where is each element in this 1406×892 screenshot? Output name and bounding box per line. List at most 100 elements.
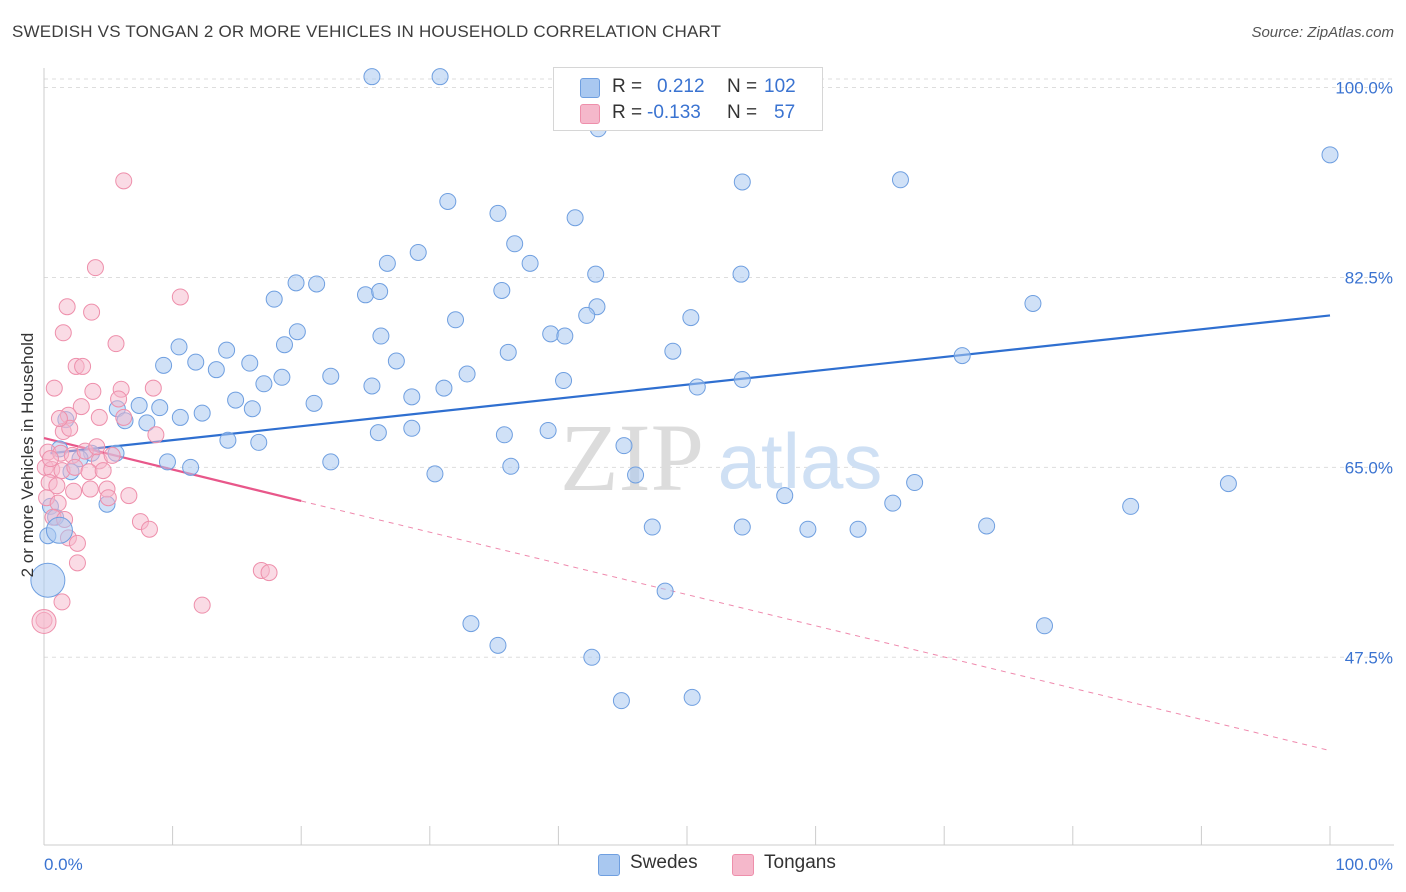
swede-point [583,648,601,666]
tongan-point [86,259,104,277]
y-tick-label: 82.5% [1345,268,1393,287]
source-credit: Source: ZipAtlas.com [1251,24,1394,41]
swede-point [255,375,273,393]
tongan-point [115,408,133,426]
watermark-atlas: atlas [718,417,883,505]
tongan-point [72,398,90,416]
swede-point [243,400,261,418]
swede-point [1122,497,1140,515]
swede-point [556,327,574,345]
tongan-point [260,564,278,582]
swede-point [566,209,584,227]
swede-point [182,458,200,476]
legend-row-swedes: R = 0.212 N = 102 [554,75,822,101]
swede-point [776,487,794,505]
swede-point [656,582,674,600]
swede-point [170,338,188,356]
swede-point [799,520,817,538]
tongan-point [107,335,125,353]
swede-point [207,361,225,379]
data-points [30,68,1339,710]
swede-point [489,204,507,222]
tongan-point [41,450,59,468]
tongan-point [193,596,211,614]
swede-point [682,309,700,327]
legend-row-tongans: R = -0.133 N = 57 [554,101,822,127]
swede-point [187,353,205,371]
swede-point [462,615,480,633]
x-tick-label: 100.0% [1335,855,1393,874]
swede-point [219,431,237,449]
swede-point [1219,475,1237,493]
swede-point [578,306,596,324]
tongan-point [45,379,63,397]
tongan-point [90,408,108,426]
swede-point [891,171,909,189]
swede-point [953,347,971,365]
tongan-point [171,288,189,306]
legend-n-label: N = [727,76,758,97]
swede-point [369,424,387,442]
swede-point [372,327,390,345]
swede-point [322,453,340,471]
swede-point [241,354,259,372]
tongan-point [58,298,76,316]
swede-point [627,466,645,484]
swede-point [643,518,661,536]
legend-n-label: N = [727,102,758,123]
swede-point [431,68,449,86]
swede-point [171,408,189,426]
tongan-point [54,324,72,342]
swede-point [287,274,305,292]
swede-point [30,562,66,598]
legend-n-value: 102 [764,76,796,97]
swede-point [227,391,245,409]
legend-swatch-tongans [732,854,754,876]
tongan-point [48,477,66,495]
tongan-point [84,382,102,400]
legend-swatch-swedes [580,78,600,98]
tongan-point [80,463,98,481]
swede-point [371,283,389,301]
swede-point [555,372,573,390]
tongan-point [81,480,99,498]
axes [43,68,1394,846]
swede-point [357,286,374,304]
swede-point [732,265,750,283]
swede-point [733,173,751,191]
tongan-point [115,172,133,190]
swede-point [435,379,453,397]
tongan-point [120,487,138,505]
swede-point [506,235,524,253]
swede-point [489,636,507,654]
swede-point [521,254,539,272]
tongan-point [65,482,83,500]
swede-point [499,343,517,361]
swede-point [906,474,924,492]
legend-r-value: -0.133 [647,102,701,123]
swede-point [288,323,306,341]
tongan-point [50,410,68,428]
tongan-point [68,554,86,572]
swede-point [378,254,396,272]
swede-point [849,520,867,538]
swede-point [130,396,148,414]
swede-point [193,404,211,422]
swede-point [458,365,476,383]
tongan-point [94,462,112,480]
swede-point [688,378,706,396]
swede-point [155,356,173,374]
swede-point [409,243,427,261]
swede-point [612,692,630,710]
swede-point [265,290,283,308]
tongan-point [68,534,86,552]
swede-point [275,336,293,354]
watermark: ZIP atlas [560,404,882,511]
swede-point [978,517,996,535]
swede-point [363,68,381,86]
tongan-point [66,458,84,476]
swede-point [1321,146,1339,164]
swede-point [733,518,751,536]
swede-point [502,457,520,475]
tongan-point [110,390,128,408]
